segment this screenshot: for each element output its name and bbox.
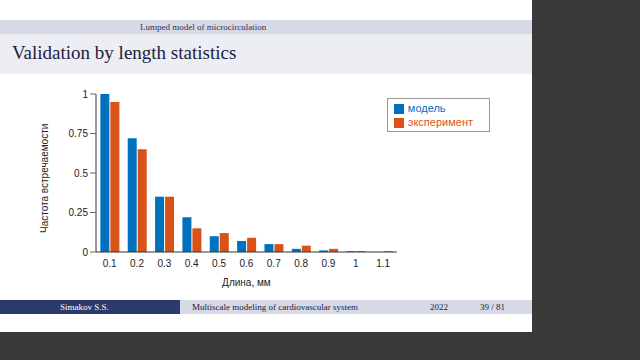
svg-text:0.5: 0.5: [212, 258, 226, 269]
svg-text:0.2: 0.2: [130, 258, 144, 269]
svg-text:0.1: 0.1: [103, 258, 117, 269]
html-text:Validation by length statistic: Validation by length statistics: [12, 42, 237, 63]
html-text:Simakov S.S.: Simakov S.S.: [60, 302, 109, 312]
svg-text:0.25: 0.25: [69, 207, 89, 218]
html-text:модель: модель: [407, 102, 446, 114]
svg-text:0.6: 0.6: [239, 258, 253, 269]
svg-text:0.75: 0.75: [69, 128, 89, 139]
html-text:Lumped model of microcirculati: Lumped model of microcirculation: [140, 22, 267, 32]
html-text:39 / 81: 39 / 81: [480, 302, 505, 312]
svg-text:0.4: 0.4: [185, 258, 199, 269]
svg-text:0.3: 0.3: [157, 258, 171, 269]
html-text:эксперимент: эксперимент: [407, 116, 473, 128]
svg-text:0.5: 0.5: [74, 168, 88, 179]
html-text:Multiscale modeling of cardiov: Multiscale modeling of cardiovascular sy…: [192, 302, 358, 312]
svg-text:0.9: 0.9: [321, 258, 335, 269]
svg-text:0.7: 0.7: [267, 258, 281, 269]
svg-text:0: 0: [82, 247, 88, 258]
html-text:2022: 2022: [430, 302, 448, 312]
svg-text:Частота встречаемости: Частота встречаемости: [39, 124, 50, 233]
svg-text:Длина, мм: Длина, мм: [222, 277, 271, 288]
svg-text:0.8: 0.8: [294, 258, 308, 269]
svg-text:1: 1: [82, 89, 88, 100]
svg-text:1: 1: [353, 258, 359, 269]
svg-text:1.1: 1.1: [376, 258, 390, 269]
